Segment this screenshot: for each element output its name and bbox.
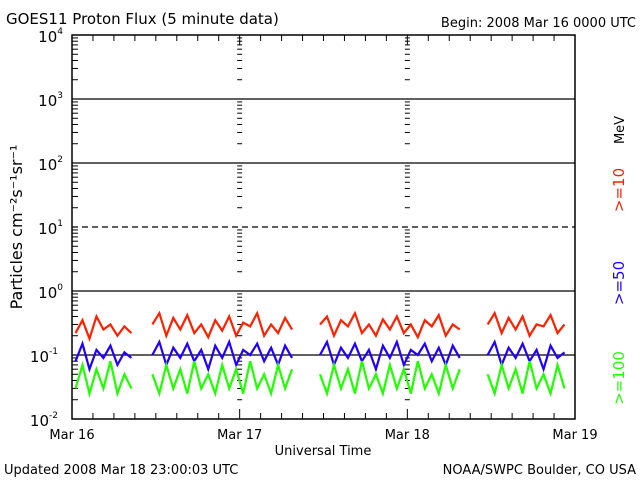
series-line	[74, 340, 133, 373]
y-tick-labels: 10-2 10-1 100 101 102 103 104	[30, 27, 63, 430]
x-axis-label: Universal Time	[275, 444, 372, 459]
legend: >=10 >=50 >=100	[610, 168, 628, 405]
x-tick-label: Mar 18	[385, 428, 430, 443]
y-tick-label: 102	[38, 155, 63, 174]
series-line	[319, 310, 461, 340]
y-tick-label: 104	[38, 27, 63, 46]
y-tick-label: 101	[38, 219, 63, 238]
y-tick-label: 10-2	[30, 411, 58, 430]
series-line	[151, 360, 294, 398]
legend-entry: >=10	[610, 168, 628, 212]
updated-text: Updated 2008 Mar 18 23:00:03 UTC	[4, 463, 238, 478]
y-tick-label: 10-1	[30, 347, 58, 366]
series-line	[151, 310, 294, 340]
grid	[71, 35, 576, 419]
x-tick-labels: Mar 16 Mar 17 Mar 18 Mar 19	[49, 428, 597, 443]
series-line	[319, 338, 461, 373]
legend-entry: >=50	[610, 261, 628, 305]
series-line	[74, 313, 133, 343]
series-line	[486, 310, 566, 339]
x-tick-label: Mar 17	[217, 428, 262, 443]
y-tick-label: 100	[38, 283, 63, 302]
series-line	[74, 360, 133, 398]
begin-label: Begin: 2008 Mar 16 0000 UTC	[441, 16, 636, 31]
legend-entry: >=100	[610, 351, 628, 405]
chart-title: GOES11 Proton Flux (5 minute data)	[6, 10, 279, 28]
x-tick-label: Mar 16	[49, 428, 94, 443]
series-line	[151, 338, 294, 373]
credit-text: NOAA/SWPC Boulder, CO USA	[443, 463, 636, 478]
series-line	[486, 339, 566, 373]
x-tick-label: Mar 19	[552, 428, 597, 443]
plot-frame	[71, 34, 576, 420]
series-line	[486, 360, 566, 398]
unit-label: MeV	[613, 116, 628, 144]
series-group	[74, 310, 566, 398]
y-tick-label: 103	[38, 91, 63, 110]
y-axis-label: Particles cm⁻²s⁻¹sr⁻¹	[7, 145, 26, 310]
series-line	[318, 360, 461, 398]
